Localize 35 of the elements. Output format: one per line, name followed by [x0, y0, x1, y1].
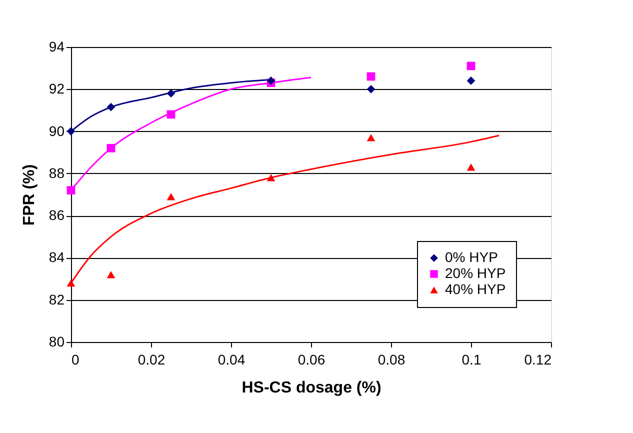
point [166, 192, 176, 200]
y-axis-title: FPR (%) [20, 164, 38, 226]
point [106, 102, 116, 112]
legend-label: 40% HYP [445, 281, 506, 297]
legend-label: 20% HYP [445, 265, 506, 281]
point [466, 76, 476, 85]
y-tick-label: 84 [48, 249, 65, 266]
x-axis-title: HS-CS dosage (%) [242, 380, 382, 396]
y-tick-label: 92 [48, 80, 65, 97]
y-tick-label: 82 [48, 291, 65, 308]
point [166, 110, 176, 119]
x-tick-label: 0 [72, 352, 80, 368]
point [166, 89, 176, 98]
x-tick-label: 0.06 [298, 352, 326, 368]
point [106, 144, 116, 152]
y-tick-label: 88 [48, 164, 65, 181]
point [66, 279, 76, 287]
point [266, 174, 276, 182]
point [366, 72, 376, 81]
point [366, 134, 376, 142]
y-tick-label: 80 [48, 334, 65, 350]
y-tick-label: 94 [48, 38, 65, 54]
point [366, 84, 376, 94]
x-tick-label: 0.1 [462, 352, 482, 368]
y-tick-label: 86 [48, 207, 65, 224]
x-tick-label: 0.08 [378, 352, 406, 368]
x-tick-label: 0.02 [138, 352, 166, 368]
point [66, 186, 76, 194]
point [106, 270, 116, 278]
legend-label: 0% HYP [445, 249, 498, 265]
x-tick-label: 0.04 [218, 352, 246, 368]
x-tick-label: 0.12 [524, 352, 552, 368]
y-tick-label: 90 [48, 122, 65, 139]
point [466, 163, 476, 171]
point [466, 62, 476, 70]
